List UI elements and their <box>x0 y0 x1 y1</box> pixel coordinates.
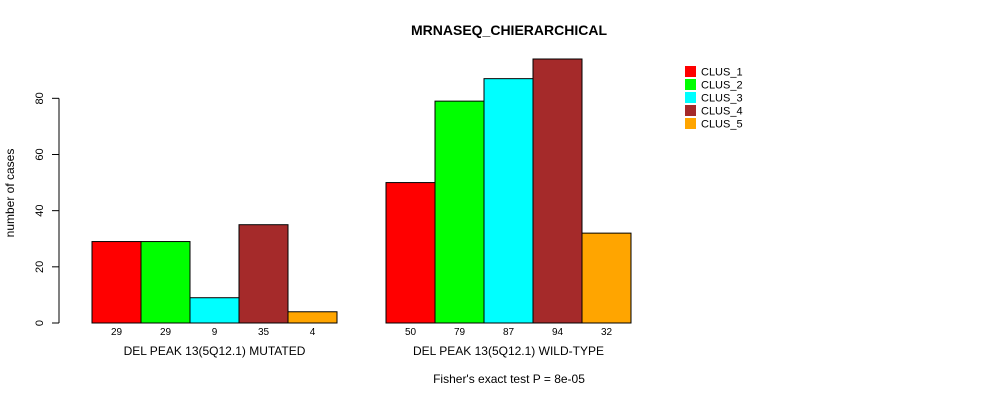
bar-clus_5-group-1 <box>287 311 338 324</box>
value-label-clus_2-group-2: 79 <box>454 327 466 338</box>
legend-label-clus_2: CLUS_2 <box>701 80 743 92</box>
value-label-clus_4-group-1: 35 <box>258 327 270 338</box>
group-label-2: DEL PEAK 13(5Q12.1) WILD-TYPE <box>413 344 604 358</box>
legend-swatch-clus_2 <box>685 79 696 90</box>
bar-clus_4-group-1 <box>238 224 289 324</box>
bar-clus_4-group-2 <box>532 58 583 324</box>
bar-clus_1-group-1 <box>91 241 142 324</box>
bar-clus_2-group-2 <box>434 100 485 324</box>
value-label-clus_5-group-2: 32 <box>601 327 613 338</box>
legend-swatch-clus_1 <box>685 66 696 77</box>
legend-swatch-clus_3 <box>685 92 696 103</box>
y-tick-label-20: 20 <box>34 261 46 273</box>
legend-swatch-clus_4 <box>685 105 696 116</box>
value-label-clus_5-group-1: 4 <box>310 327 316 338</box>
y-tick-label-60: 60 <box>34 148 46 160</box>
value-label-clus_2-group-1: 29 <box>160 327 172 338</box>
y-tick-label-40: 40 <box>34 205 46 217</box>
bar-clus_3-group-1 <box>189 297 240 324</box>
value-label-clus_3-group-2: 87 <box>503 327 515 338</box>
group-labels: DEL PEAK 13(5Q12.1) MUTATED DEL PEAK 13(5… <box>124 344 604 358</box>
legend-label-clus_5: CLUS_5 <box>701 119 743 131</box>
bar-clus_1-group-2 <box>385 182 436 324</box>
legend-label-clus_4: CLUS_4 <box>701 106 743 118</box>
legend-swatch-clus_5 <box>685 118 696 129</box>
y-tick-label-80: 80 <box>34 92 46 104</box>
value-label-clus_1-group-2: 50 <box>405 327 417 338</box>
bar-clus_5-group-2 <box>581 232 632 324</box>
legend-label-clus_3: CLUS_3 <box>701 93 743 105</box>
bar-clus_2-group-1 <box>140 241 191 324</box>
chart-title: MRNASEQ_CHIERARCHICAL <box>411 22 607 38</box>
legend-label-clus_1: CLUS_1 <box>701 67 743 79</box>
bar-clus_3-group-2 <box>483 78 534 324</box>
y-tick-label-0: 0 <box>34 320 46 326</box>
value-label-clus_1-group-1: 29 <box>111 327 123 338</box>
bars <box>91 58 632 324</box>
group-label-1: DEL PEAK 13(5Q12.1) MUTATED <box>124 344 306 358</box>
value-label-clus_4-group-2: 94 <box>552 327 564 338</box>
value-labels: 29 29 9 35 4 50 79 87 94 32 <box>111 327 613 338</box>
y-axis: 0 20 40 60 80 <box>34 92 60 326</box>
fisher-test-footnote: Fisher's exact test P = 8e-05 <box>433 372 585 386</box>
y-axis-label: number of cases <box>3 149 17 238</box>
value-label-clus_3-group-1: 9 <box>212 327 218 338</box>
